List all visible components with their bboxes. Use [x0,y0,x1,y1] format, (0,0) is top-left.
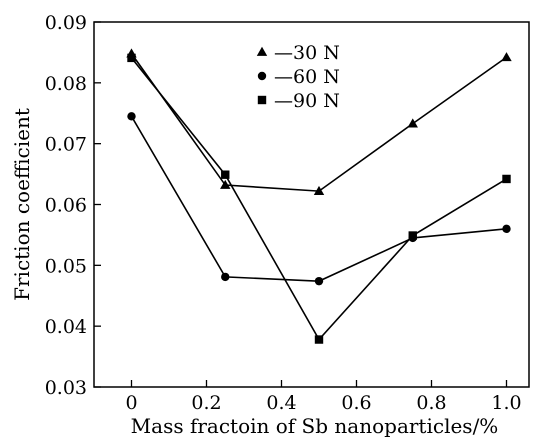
data-point [220,179,231,189]
x-tick-label: 1.0 [491,392,521,414]
legend-label: —30 N [274,42,340,64]
legend: —30 N—60 N—90 N [256,42,340,112]
x-tick-label: 0.8 [416,392,446,414]
y-tick-label: 0.08 [45,73,87,95]
y-tick-label: 0.04 [45,316,87,338]
data-point [127,53,136,63]
data-point [502,174,511,184]
data-point [221,170,230,179]
data-point [408,231,417,240]
data-point [221,272,230,282]
data-point [314,276,324,286]
legend-marker-square [257,95,267,105]
y-tick-label: 0.06 [45,195,87,217]
data-point [314,335,324,344]
series-90-n [127,53,511,344]
legend-label: —60 N [274,66,340,88]
y-tick-label: 0.03 [45,377,87,399]
ticks: 0.03 0.04 0.05 0.06 0.07 0.08 0.09 0 0.2 0.4 0.6 0.… [45,12,522,414]
data-point [501,52,512,62]
x-axis-label: Mass fractoin of Sb nanoparticles/% [131,414,499,438]
legend-label: —90 N [274,90,340,112]
y-axis-label: Friction coefficient [10,108,34,301]
y-tick-label: 0.05 [45,255,87,277]
x-tick-label: 0.4 [266,392,296,414]
y-tick-label: 0.07 [45,134,87,156]
series-line [130,115,507,282]
data-point [502,224,511,234]
x-tick-label: 0 [125,392,137,414]
x-tick-label: 0.2 [191,392,221,414]
data-point [407,118,418,128]
x-tick-label: 0.6 [341,392,371,414]
legend-marker-circle [257,71,267,81]
legend-marker-triangle [256,46,268,56]
y-tick-label: 0.09 [45,12,87,34]
data-point [313,185,325,196]
data-point [127,112,136,121]
series [126,48,512,344]
series-60-n [127,112,511,286]
